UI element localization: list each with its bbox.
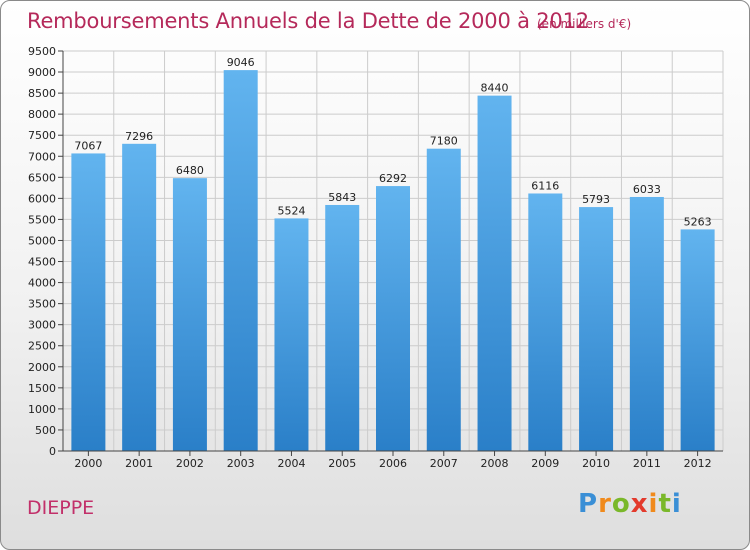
bar <box>172 178 207 451</box>
chart-title: Remboursements Annuels de la Dette de 20… <box>27 9 589 33</box>
data-label: 6116 <box>531 179 559 192</box>
y-tick-label: 4500 <box>28 256 56 269</box>
bar <box>629 196 664 451</box>
y-tick-label: 4000 <box>28 277 56 290</box>
x-tick-label: 2011 <box>633 457 661 470</box>
x-tick-label: 2005 <box>328 457 356 470</box>
bar <box>71 153 106 451</box>
data-label: 6292 <box>379 172 407 185</box>
data-label: 7067 <box>74 139 102 152</box>
y-tick-label: 3500 <box>28 298 56 311</box>
bar <box>325 204 360 451</box>
bar <box>122 143 157 452</box>
place-name: DIEPPE <box>27 497 95 519</box>
x-tick-label: 2001 <box>125 457 153 470</box>
bar <box>579 207 614 451</box>
x-tick-label: 2007 <box>430 457 458 470</box>
chart-subtitle: (en milliers d'€) <box>537 17 632 31</box>
y-tick-label: 9500 <box>28 45 56 58</box>
bar <box>426 148 461 451</box>
y-tick-label: 6500 <box>28 171 56 184</box>
data-label: 6033 <box>633 183 661 196</box>
bar <box>376 186 410 452</box>
data-label: 7296 <box>125 130 153 143</box>
y-tick-label: 8000 <box>28 108 56 121</box>
x-tick-label: 2003 <box>227 457 255 470</box>
y-tick-label: 5500 <box>28 213 56 226</box>
x-tick-label: 2002 <box>176 457 204 470</box>
data-label: 5524 <box>277 204 305 217</box>
x-tick-label: 2004 <box>277 457 305 470</box>
x-tick-label: 2012 <box>684 457 712 470</box>
axes: 0 500 1000 1500 2000 2500 3000 3500 4000 4500 5000… <box>28 45 723 458</box>
bar <box>528 193 563 452</box>
y-tick-label: 8500 <box>28 87 56 100</box>
y-tick-label: 1000 <box>28 403 56 416</box>
x-tick-label: 2009 <box>531 457 559 470</box>
data-label: 7180 <box>430 135 458 148</box>
data-label: 5843 <box>328 191 356 204</box>
bar <box>477 95 512 451</box>
bars <box>71 70 715 452</box>
y-tick-label: 5000 <box>28 234 56 247</box>
y-tick-label: 1500 <box>28 382 56 395</box>
x-tick-label: 2000 <box>74 457 102 470</box>
data-label: 5263 <box>684 215 712 228</box>
proxiti-logo: Proxiti <box>578 489 682 519</box>
x-tick-label: 2010 <box>582 457 610 470</box>
y-tick-label: 7500 <box>28 129 56 142</box>
data-label: 9046 <box>227 56 255 69</box>
y-tick-label: 0 <box>49 445 56 458</box>
y-tick-label: 7000 <box>28 150 56 163</box>
y-tick-label: 2500 <box>28 340 56 353</box>
data-label: 6480 <box>176 164 204 177</box>
y-tick-label: 3000 <box>28 319 56 332</box>
x-tick-label: 2006 <box>379 457 407 470</box>
bar <box>223 70 258 452</box>
bar <box>680 229 715 451</box>
y-tick-label: 2000 <box>28 361 56 374</box>
y-tick-label: 6000 <box>28 192 56 205</box>
bar <box>274 218 309 451</box>
y-tick-label: 9000 <box>28 66 56 79</box>
x-tick-label: 2008 <box>481 457 509 470</box>
data-label: 5793 <box>582 193 610 206</box>
y-tick-label: 500 <box>35 424 56 437</box>
labels: 2000 7067 2001 7296 2002 6480 2003 9046 2004 5524… <box>74 56 711 470</box>
data-label: 8440 <box>481 82 509 95</box>
